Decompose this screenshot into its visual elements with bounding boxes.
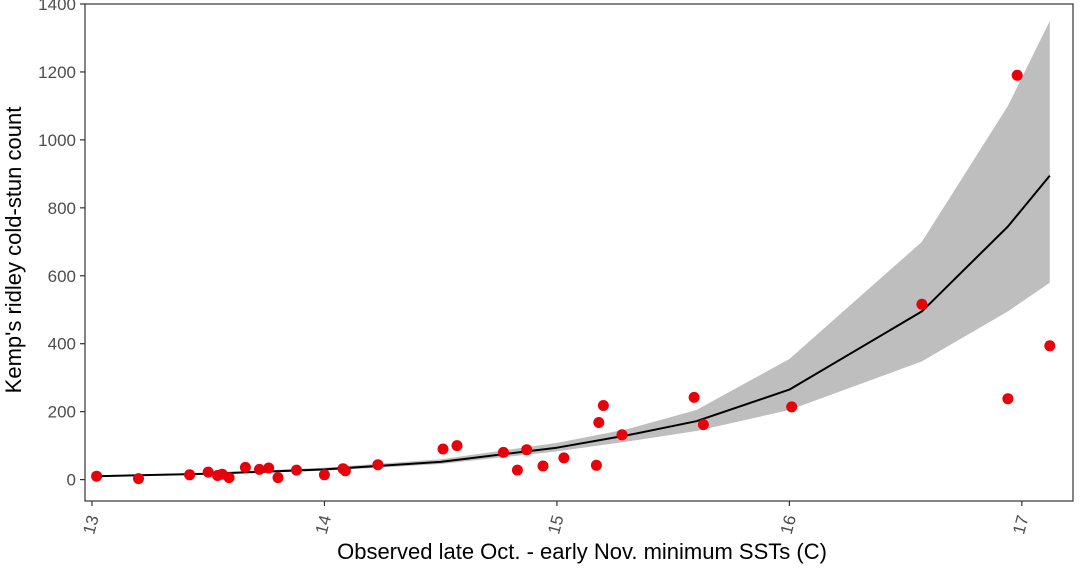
data-point xyxy=(597,400,609,411)
data-point xyxy=(786,401,798,413)
y-tick-label: 1000 xyxy=(38,131,76,150)
data-point xyxy=(916,298,928,310)
y-axis-title: Kemp's ridley cold-stun count xyxy=(1,107,26,394)
data-point xyxy=(1002,393,1014,405)
data-point xyxy=(1011,69,1023,81)
data-point xyxy=(697,419,709,431)
data-point xyxy=(133,473,144,485)
x-tick-label: 14 xyxy=(312,513,335,536)
data-point xyxy=(253,463,265,475)
data-point xyxy=(616,429,628,441)
confidence-band-layer xyxy=(96,21,1050,477)
data-point xyxy=(272,472,284,484)
x-axis-title: Observed late Oct. - early Nov. minimum … xyxy=(337,539,827,564)
data-point xyxy=(239,461,251,473)
data-point xyxy=(437,443,449,455)
data-point xyxy=(497,446,509,458)
data-point xyxy=(511,464,523,476)
data-point xyxy=(521,444,533,456)
y-tick-label: 800 xyxy=(48,199,76,218)
data-point xyxy=(537,460,549,472)
data-point xyxy=(1044,340,1056,352)
data-point xyxy=(339,465,351,477)
y-tick-label: 1400 xyxy=(38,0,76,14)
data-point xyxy=(91,470,103,482)
data-point xyxy=(202,466,214,478)
x-tick-label: 15 xyxy=(544,513,567,536)
y-tick-label: 600 xyxy=(48,267,76,286)
y-tick-label: 0 xyxy=(67,471,76,490)
y-axis: 0 200 400 600 800 1000 1200 1400 xyxy=(38,0,85,490)
y-tick-label: 400 xyxy=(48,335,76,354)
data-point xyxy=(451,440,463,452)
confidence-band xyxy=(96,21,1050,477)
panel-border-layer xyxy=(84,3,1074,502)
data-point xyxy=(558,452,570,464)
data-point xyxy=(688,391,700,403)
data-point xyxy=(291,464,302,476)
y-tick-label: 200 xyxy=(48,403,76,422)
x-tick-label: 13 xyxy=(79,513,102,536)
y-tick-label: 1200 xyxy=(38,63,76,82)
data-point xyxy=(372,459,384,471)
data-point xyxy=(263,462,275,474)
data-points-layer xyxy=(91,69,1056,485)
panel-border xyxy=(84,3,1074,502)
data-point xyxy=(184,469,196,481)
x-axis: 13 14 15 16 17 xyxy=(79,501,1033,536)
x-tick-label: 17 xyxy=(1009,513,1032,536)
data-point xyxy=(223,472,235,484)
data-point xyxy=(593,417,605,428)
data-point xyxy=(318,469,330,481)
x-tick-label: 16 xyxy=(777,513,800,536)
data-point xyxy=(590,459,602,471)
